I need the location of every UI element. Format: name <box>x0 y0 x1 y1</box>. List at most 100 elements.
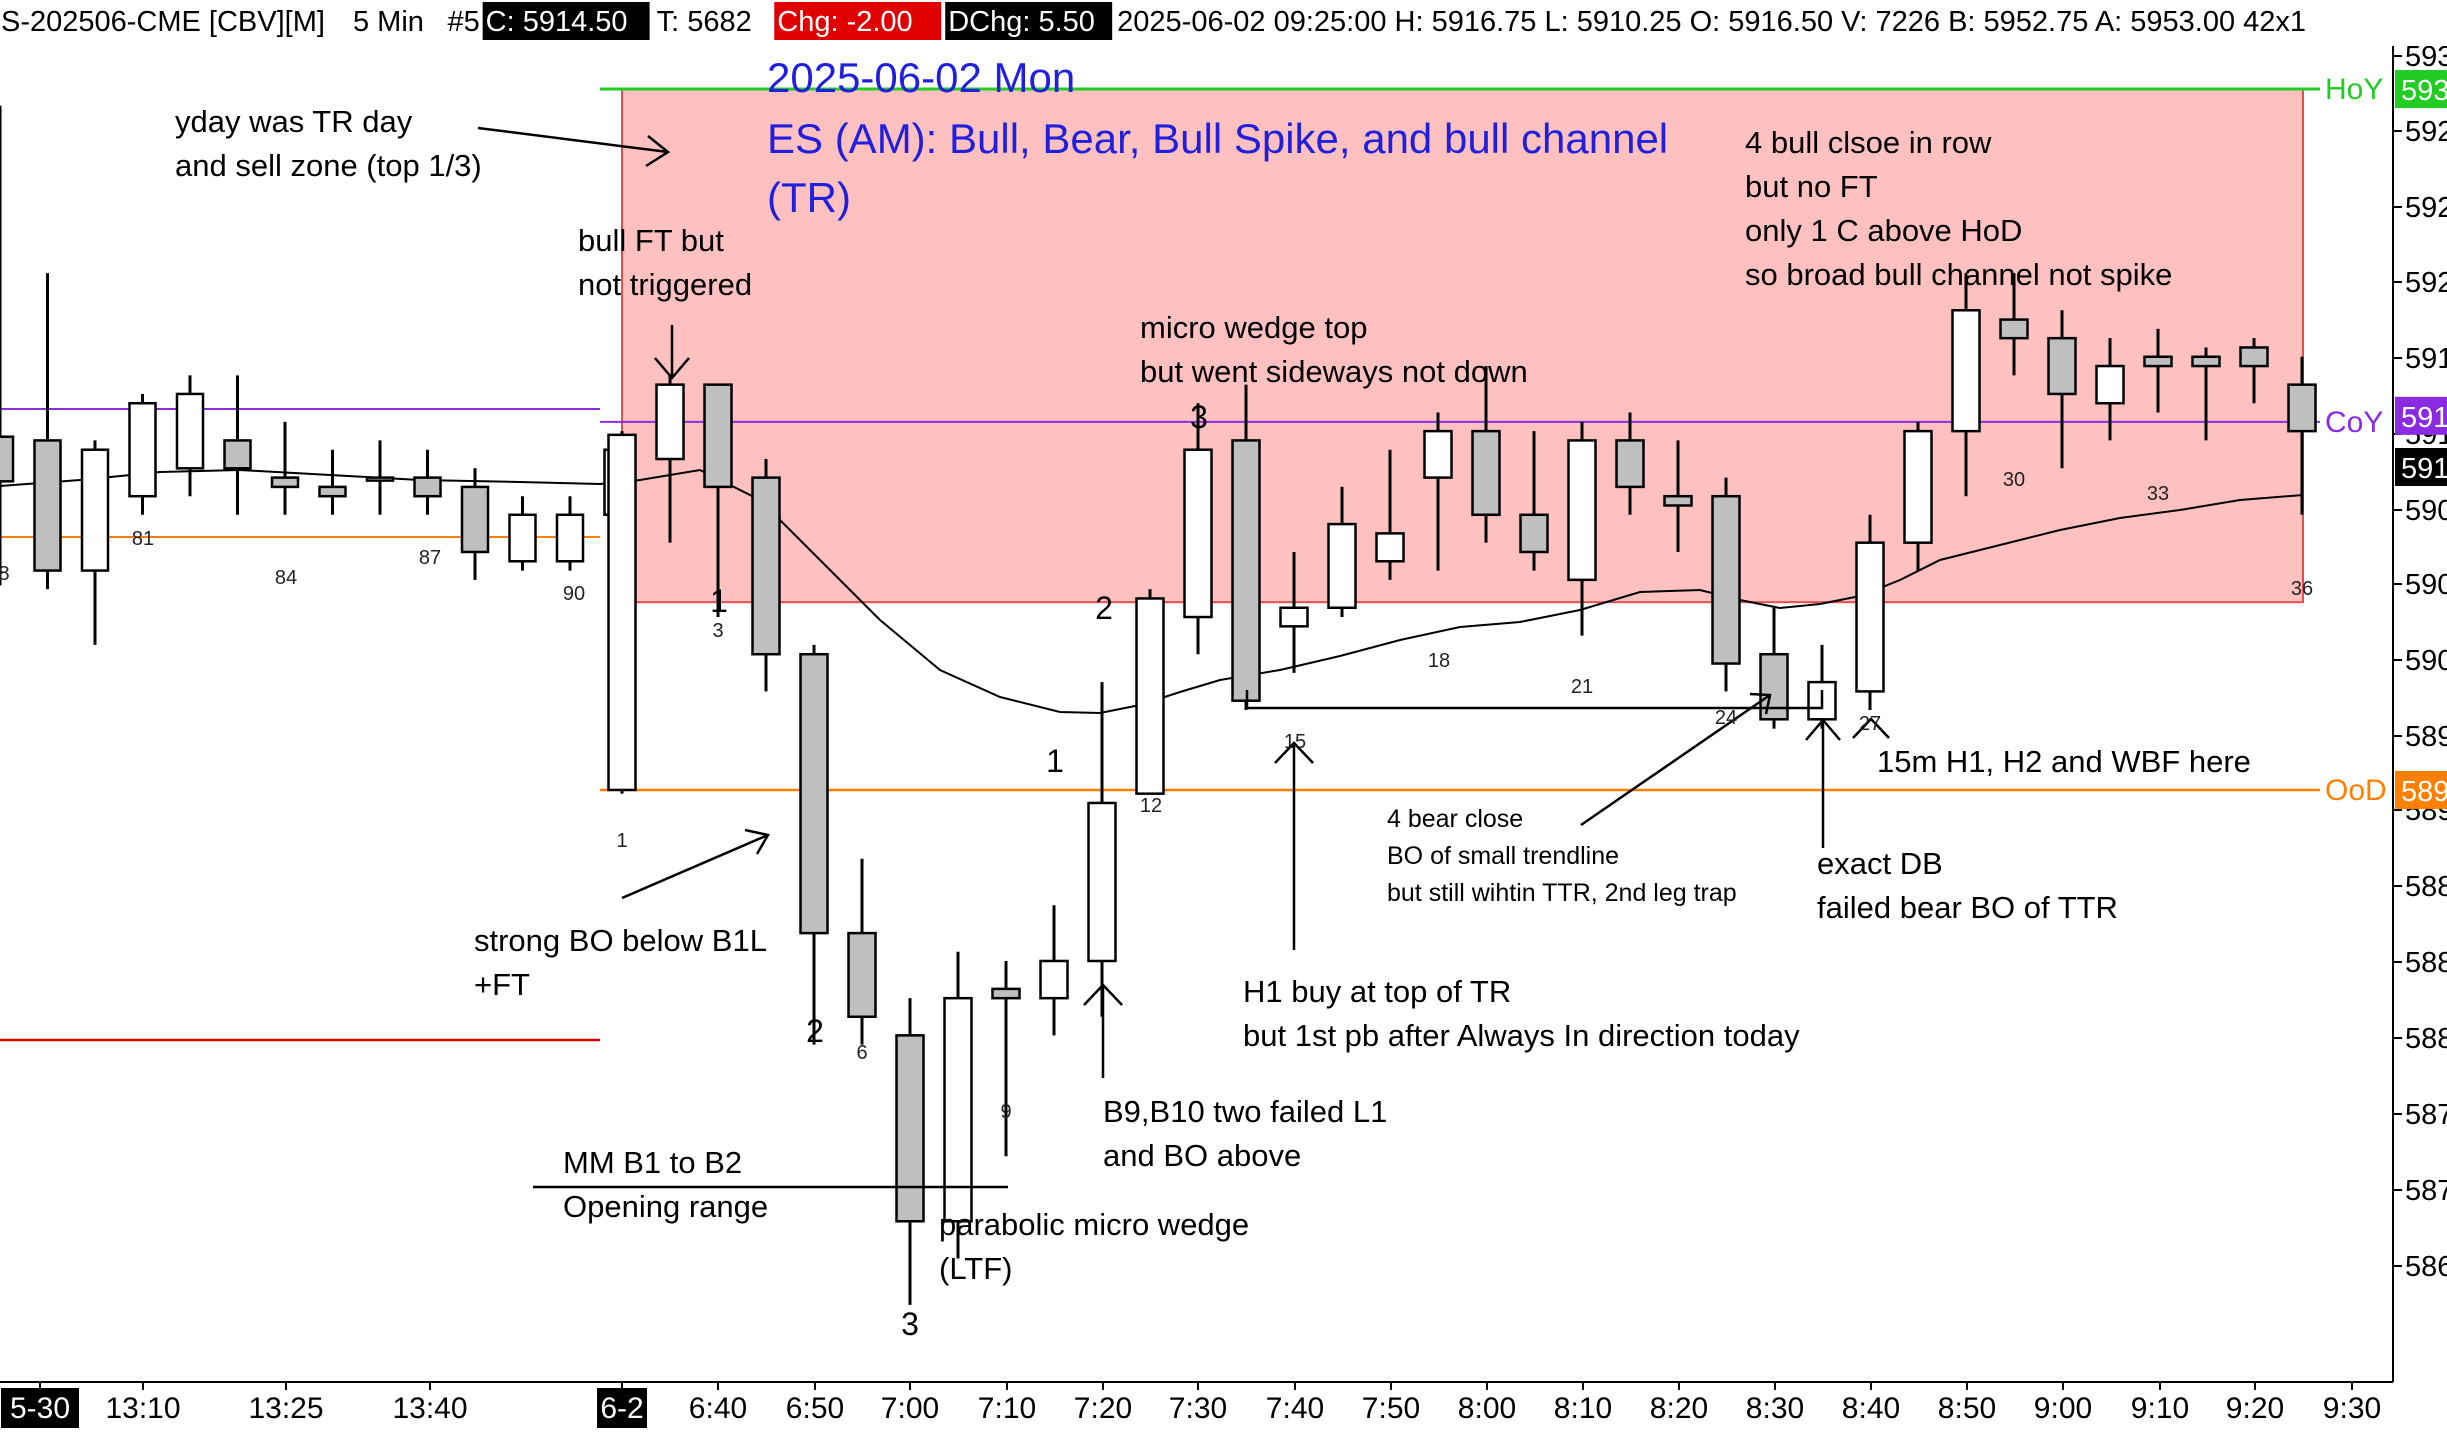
prev-bar-number-81: 81 <box>132 528 154 550</box>
x-tick-label-9: 7:10 <box>978 1392 1036 1425</box>
prev-candle-1-body <box>0 435 15 483</box>
candle-32-body <box>2095 364 2125 405</box>
candle-24-body <box>1711 494 1741 665</box>
level-label-ood: OoD <box>2325 774 2387 807</box>
prev-candle-5 <box>175 375 205 497</box>
arrow-four-bear <box>1580 693 1771 827</box>
annotation-b9b10-line-1: B9,B10 two failed L1 <box>1103 1094 1387 1129</box>
prev-candle-4-body <box>128 401 157 498</box>
prev-candle-2 <box>33 273 62 590</box>
candle-33-body <box>2143 355 2173 368</box>
price-tag-coy: 591 <box>2395 396 2447 435</box>
candle-21-body <box>1567 439 1597 582</box>
candle-6-body <box>847 931 877 1019</box>
bar-number-36: 36 <box>2291 578 2313 600</box>
candle-5-body <box>799 652 829 935</box>
candle-15 <box>1279 551 1309 673</box>
header-close-bg <box>482 2 650 40</box>
annotation-mm-line-1: MM B1 to B2 <box>563 1145 742 1180</box>
candle-20-body <box>1519 513 1549 554</box>
bar-number-1: 1 <box>616 830 627 852</box>
candle-9-body <box>991 987 1021 1000</box>
candle-28-body <box>1903 429 1933 544</box>
header-number: #5 <box>447 6 479 38</box>
annotation-m15-line-1: 15m H1, H2 and WBF here <box>1877 744 2251 779</box>
annotation-b9b10-line-2: and BO above <box>1103 1138 1301 1173</box>
header-change: Chg: -2.00 <box>777 6 912 38</box>
bar-number-18: 18 <box>1428 650 1450 672</box>
prev-candle-7 <box>270 421 300 515</box>
arrow-h1-head <box>1274 741 1314 764</box>
candle-13 <box>1183 403 1213 655</box>
candle-2 <box>655 375 685 543</box>
arrow-four-bear-head <box>1749 692 1772 715</box>
annotation-micro-wedge-line-1: micro wedge top <box>1140 310 1367 345</box>
x-tick-label-3: 13:25 <box>248 1392 323 1425</box>
price-tag-last: 591 <box>2395 448 2447 486</box>
candle-23-body <box>1663 494 1693 507</box>
annotation-four-bull-line-1: 4 bull clsoe in row <box>1745 125 1992 160</box>
candle-29-body <box>1951 309 1981 433</box>
y-tick-label-16: 587 <box>2405 1175 2447 1207</box>
arrow-yday <box>477 126 669 154</box>
y-tick-label-15: 587 <box>2405 1099 2447 1131</box>
prev-candle-7-body <box>270 476 300 489</box>
header-bg <box>0 0 2447 46</box>
y-tick-label-12: 588 <box>2405 871 2447 903</box>
leg-label-6: 3 <box>1190 399 1208 435</box>
annotation-four-bear-line-3: but still wihtin TTR, 2nd leg trap <box>1387 879 1737 907</box>
prev-candle-10 <box>413 449 442 515</box>
candle-20 <box>1519 431 1549 571</box>
prev-bar-number-84: 84 <box>275 567 297 589</box>
x-tick-label-8: 7:00 <box>881 1392 939 1425</box>
candle-29 <box>1951 273 1981 497</box>
y-tick-label-2: 592 <box>2405 116 2447 148</box>
leg-label-3: 3 <box>901 1306 919 1342</box>
candle-22 <box>1615 412 1645 515</box>
y-tick-label-3: 592 <box>2405 192 2447 224</box>
prev-candle-9-body <box>365 476 395 482</box>
sell-zone <box>621 88 2304 604</box>
bar-number-6: 6 <box>856 1042 867 1064</box>
annotation-bull-ft-line-2: not triggered <box>578 267 752 302</box>
candle-1 <box>607 431 637 794</box>
candle-17-body <box>1375 532 1405 563</box>
price-tag-ood-bg <box>2395 770 2447 809</box>
y-tick-label-4: 592 <box>2405 267 2447 299</box>
support-line <box>1245 690 1824 710</box>
annotation-exact-db-line-2: failed bear BO of TTR <box>1817 890 2118 925</box>
prev-candle-2-body <box>33 439 62 572</box>
annotation-parabolic-line-1: parabolic micro wedge <box>939 1207 1249 1242</box>
prev-candle-11 <box>460 468 490 580</box>
arrow-b9-head <box>1083 983 1123 1006</box>
candle-10-body <box>1039 959 1069 1000</box>
annotation-mm-line-2: Opening range <box>563 1189 768 1224</box>
y-tick-label-10: 589 <box>2405 721 2447 753</box>
candle-17 <box>1375 449 1405 580</box>
price-tag-ood-text: 589 <box>2401 776 2447 808</box>
prev-bar-number-87: 87 <box>419 547 441 569</box>
candle-16-body <box>1327 522 1357 609</box>
prev-candle-13 <box>555 496 585 571</box>
candle-19 <box>1471 366 1501 543</box>
arrow-bull-ft-head <box>654 357 690 380</box>
level-label-coy: CoY <box>2325 406 2383 439</box>
prev-bar-number-90: 90 <box>563 583 585 605</box>
candle-30-body <box>1999 318 2029 340</box>
candle-13-body <box>1183 448 1213 619</box>
header-symbol: S-202506-CME [CBV][M] <box>1 6 325 38</box>
candle-27-body <box>1855 541 1885 693</box>
candle-10 <box>1039 905 1069 1036</box>
header-day-change-bg <box>945 2 1113 40</box>
candle-34 <box>2191 347 2221 441</box>
annotation-yday-line-1: yday was TR day <box>175 104 413 139</box>
chart-title: 2025-06-02 Mon <box>767 54 1075 101</box>
candle-8-body <box>943 996 973 1223</box>
x-tick-label-11: 7:30 <box>1169 1392 1227 1425</box>
prev-candle-9 <box>365 440 395 515</box>
candle-24 <box>1711 477 1741 692</box>
y-tick-label-17: 586 <box>2405 1251 2447 1283</box>
candle-15-body <box>1279 606 1309 628</box>
candle-31 <box>2047 310 2077 469</box>
candle-26 <box>1807 644 1837 729</box>
